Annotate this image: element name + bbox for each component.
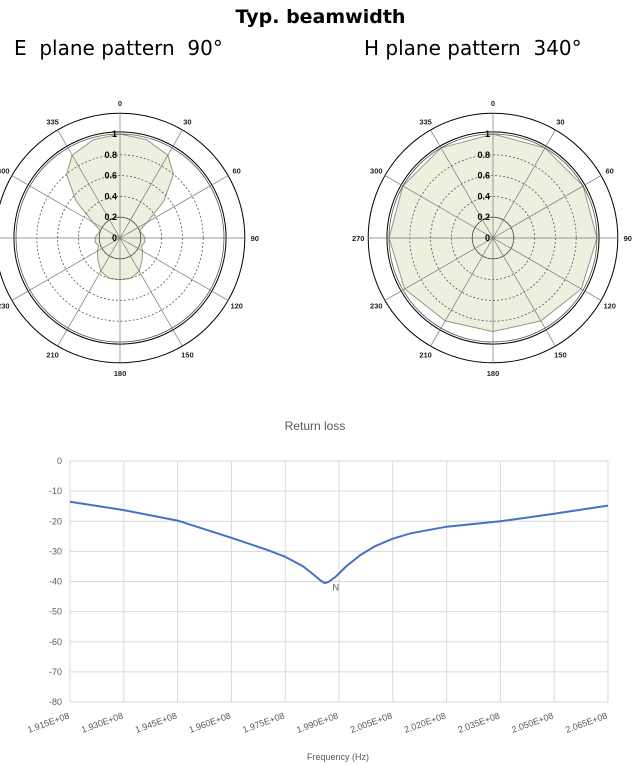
e-plane-angle-label: 0	[118, 99, 122, 108]
e-plane-spoke	[119, 175, 229, 239]
return-loss-ytick-label: -20	[49, 516, 62, 526]
return-loss-xtick-label: 2.020E+08	[403, 710, 448, 734]
e-plane-radial-label: 0.2	[104, 212, 117, 222]
return-loss-xtick-label: 1.915E+08	[26, 710, 71, 734]
h-plane-angle-label: 90	[624, 234, 632, 243]
return-loss-xtick-label: 1.945E+08	[134, 710, 179, 734]
e-plane-angle-label: 180	[114, 369, 127, 378]
h-plane-spoke	[430, 129, 494, 239]
return-loss-ytick-label: -10	[49, 486, 62, 496]
h-plane-radial-label: 0	[485, 233, 490, 243]
e-plane-angle-label: 150	[181, 351, 194, 360]
return-loss-ytick-label: -50	[49, 607, 62, 617]
h-plane-radial-label: 0.2	[477, 212, 490, 222]
e-plane-angle-label: 30	[183, 117, 191, 126]
return-loss-ytick-label: -40	[49, 577, 62, 587]
return-loss-xtick-label: 2.035E+08	[457, 710, 502, 734]
e-plane-radial-label: 0.6	[104, 171, 117, 181]
e-plane-spoke	[119, 129, 183, 239]
e-plane-radial-label: 0	[112, 233, 117, 243]
h-plane-radial-label: 0.4	[477, 191, 490, 201]
return-loss-ytick-label: -30	[49, 546, 62, 556]
e-plane-angle-label: 335	[46, 117, 59, 126]
return-loss-xtick-label: 1.960E+08	[188, 710, 233, 734]
h-plane-angle-label: 180	[487, 369, 500, 378]
return-loss-ytick-label: -70	[49, 667, 62, 677]
h-plane-spoke	[492, 237, 556, 347]
e-plane-angle-label: 210	[46, 351, 59, 360]
e-plane-spoke	[119, 237, 183, 347]
e-plane-spoke	[119, 237, 229, 301]
e-plane-angle-label: 300	[0, 167, 10, 176]
h-plane-angle-label: 230	[370, 301, 383, 310]
h-plane-spoke	[492, 237, 602, 301]
h-plane-angle-label: 120	[603, 301, 616, 310]
e-plane-radial-label: 1	[112, 129, 117, 139]
return-loss-ytick-label: -60	[49, 637, 62, 647]
h-plane-angle-label: 270	[352, 234, 365, 243]
h-plane-radial-label: 0.8	[477, 150, 490, 160]
h-plane-angle-label: 60	[606, 167, 614, 176]
return-loss-xtick-label: 2.050E+08	[510, 710, 555, 734]
page-heading: Typ. beamwidth	[235, 6, 406, 28]
return-loss-xlabel: Frequency (Hz)	[307, 752, 369, 762]
return-loss-xtick-label: 1.975E+08	[241, 710, 286, 734]
return-loss-xtick-label: 1.990E+08	[295, 710, 340, 734]
h-plane-angle-label: 335	[419, 117, 432, 126]
h-plane-spoke	[492, 175, 602, 239]
return-loss-ytick-label: 0	[57, 456, 62, 466]
return-loss-series-line	[69, 500, 609, 585]
e-plane-angle-label: 120	[230, 301, 243, 310]
return-loss-title: Return loss	[285, 419, 346, 433]
return-loss-xtick-label: 2.005E+08	[349, 710, 394, 734]
h-plane-angle-label: 210	[419, 351, 432, 360]
return-loss-ytick-label: -80	[49, 697, 62, 707]
h-plane-spoke	[384, 175, 494, 239]
e-plane-angle-label: 60	[233, 167, 241, 176]
h-plane-spoke	[384, 237, 494, 301]
e-plane-angle-label: 90	[251, 234, 259, 243]
e-plane-title: E plane pattern 90°	[14, 36, 223, 60]
e-plane-spoke	[57, 237, 121, 347]
e-plane-angle-label: 230	[0, 301, 10, 310]
h-plane-angle-label: 30	[556, 117, 564, 126]
h-plane-angle-label: 150	[554, 351, 567, 360]
return-loss-xtick-label: 2.065E+08	[564, 710, 609, 734]
h-plane-radial-label: 0.6	[477, 171, 490, 181]
h-plane-radial-label: 1	[485, 129, 490, 139]
e-plane-radial-label: 0.4	[104, 191, 117, 201]
h-plane-angle-label: 300	[370, 167, 383, 176]
h-plane-title: H plane pattern 340°	[364, 36, 582, 60]
return-loss-xtick-label: 1.930E+08	[80, 710, 125, 734]
e-plane-radial-label: 0.8	[104, 150, 117, 160]
e-plane-spoke	[11, 175, 121, 239]
h-plane-spoke	[492, 129, 556, 239]
h-plane-angle-label: 0	[491, 99, 495, 108]
h-plane-spoke	[430, 237, 494, 347]
e-plane-spoke	[11, 237, 121, 301]
return-loss-annotation: N	[332, 583, 339, 593]
e-plane-spoke	[57, 129, 121, 239]
